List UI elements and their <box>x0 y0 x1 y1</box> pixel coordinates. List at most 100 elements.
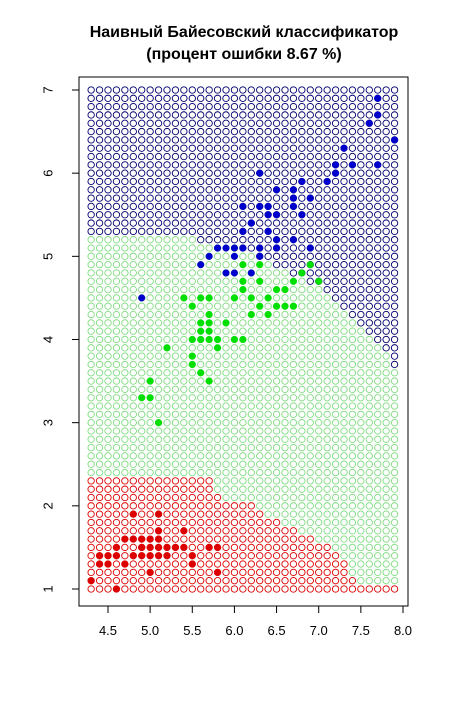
region-green-point <box>163 385 171 394</box>
region-green-point <box>390 485 399 493</box>
region-red-point <box>171 477 180 485</box>
region-green-point <box>331 410 340 418</box>
region-green-point <box>390 468 399 477</box>
region-blue-point <box>180 186 188 194</box>
region-green-point <box>154 302 163 310</box>
region-green-point <box>222 369 230 377</box>
class-2-point <box>374 161 382 169</box>
region-red-point <box>281 568 289 577</box>
region-green-point <box>365 527 373 535</box>
class-0-point <box>138 552 146 560</box>
region-green-point <box>365 518 373 527</box>
region-green-point <box>365 452 373 460</box>
region-blue-point <box>163 144 171 152</box>
region-green-point <box>112 443 121 452</box>
region-blue-point <box>239 177 247 186</box>
region-blue-point <box>154 161 163 169</box>
region-green-point <box>272 377 281 385</box>
region-green-point <box>171 236 180 244</box>
region-blue-point <box>357 169 365 177</box>
region-blue-point <box>272 127 281 136</box>
region-red-point <box>95 543 104 552</box>
region-green-point <box>281 377 289 385</box>
region-blue-point <box>163 177 171 186</box>
region-green-point <box>331 427 340 435</box>
region-green-point <box>264 468 272 477</box>
region-green-point <box>112 419 121 427</box>
region-green-point <box>256 352 264 360</box>
region-blue-point <box>256 177 264 186</box>
class-1-point <box>247 311 255 319</box>
region-green-point <box>239 352 247 360</box>
region-blue-point <box>298 161 306 169</box>
region-blue-point <box>382 127 390 136</box>
region-blue-point <box>331 119 340 127</box>
region-green-point <box>197 360 205 369</box>
region-blue-point <box>230 202 239 211</box>
region-blue-point <box>331 194 340 202</box>
region-red-point <box>222 577 230 585</box>
region-blue-point <box>323 227 331 236</box>
region-red-point <box>104 543 112 552</box>
region-blue-point <box>390 294 399 302</box>
region-blue-point <box>104 194 112 202</box>
region-green-point <box>129 277 137 285</box>
region-green-point <box>171 452 180 460</box>
region-green-point <box>247 369 255 377</box>
region-green-point <box>365 493 373 502</box>
region-blue-point <box>129 177 137 186</box>
region-green-point <box>180 260 188 269</box>
region-blue-point <box>281 161 289 169</box>
region-red-point <box>129 585 137 593</box>
region-green-point <box>129 244 137 252</box>
region-red-point <box>230 585 239 593</box>
region-blue-point <box>180 219 188 227</box>
region-blue-point <box>390 285 399 294</box>
region-blue-point <box>281 111 289 119</box>
region-blue-point <box>188 227 196 236</box>
region-blue-point <box>104 169 112 177</box>
region-green-point <box>146 360 154 369</box>
region-green-point <box>121 435 129 443</box>
region-green-point <box>163 452 171 460</box>
region-green-point <box>357 402 365 410</box>
region-green-point <box>365 360 373 369</box>
region-blue-point <box>289 269 298 277</box>
class-0-point <box>129 552 137 560</box>
region-blue-point <box>222 136 230 144</box>
region-green-point <box>382 452 390 460</box>
region-blue-point <box>289 169 298 177</box>
class-1-point <box>205 327 213 335</box>
region-blue-point <box>87 186 95 194</box>
region-red-point <box>146 560 154 568</box>
region-green-point <box>306 402 314 410</box>
region-blue-point <box>171 144 180 152</box>
region-blue-point <box>256 161 264 169</box>
region-blue-point <box>374 194 382 202</box>
region-red-point <box>365 585 373 593</box>
region-blue-point <box>382 252 390 260</box>
region-green-point <box>138 269 146 277</box>
region-green-point <box>239 344 247 352</box>
region-blue-point <box>315 127 323 136</box>
region-green-point <box>256 460 264 468</box>
region-blue-point <box>315 111 323 119</box>
region-green-point <box>357 335 365 344</box>
region-green-point <box>129 377 137 385</box>
region-blue-point <box>382 194 390 202</box>
region-red-point <box>264 552 272 560</box>
region-red-point <box>247 568 255 577</box>
region-blue-point <box>247 202 255 211</box>
region-green-point <box>163 394 171 402</box>
region-blue-point <box>230 211 239 219</box>
region-green-point <box>357 419 365 427</box>
region-green-point <box>340 527 348 535</box>
class-0-point <box>146 568 154 576</box>
region-green-point <box>348 452 357 460</box>
region-blue-point <box>205 144 213 152</box>
region-green-point <box>348 394 357 402</box>
region-green-point <box>281 510 289 518</box>
region-red-point <box>298 585 306 593</box>
region-blue-point <box>146 177 154 186</box>
region-blue-point <box>374 127 382 136</box>
